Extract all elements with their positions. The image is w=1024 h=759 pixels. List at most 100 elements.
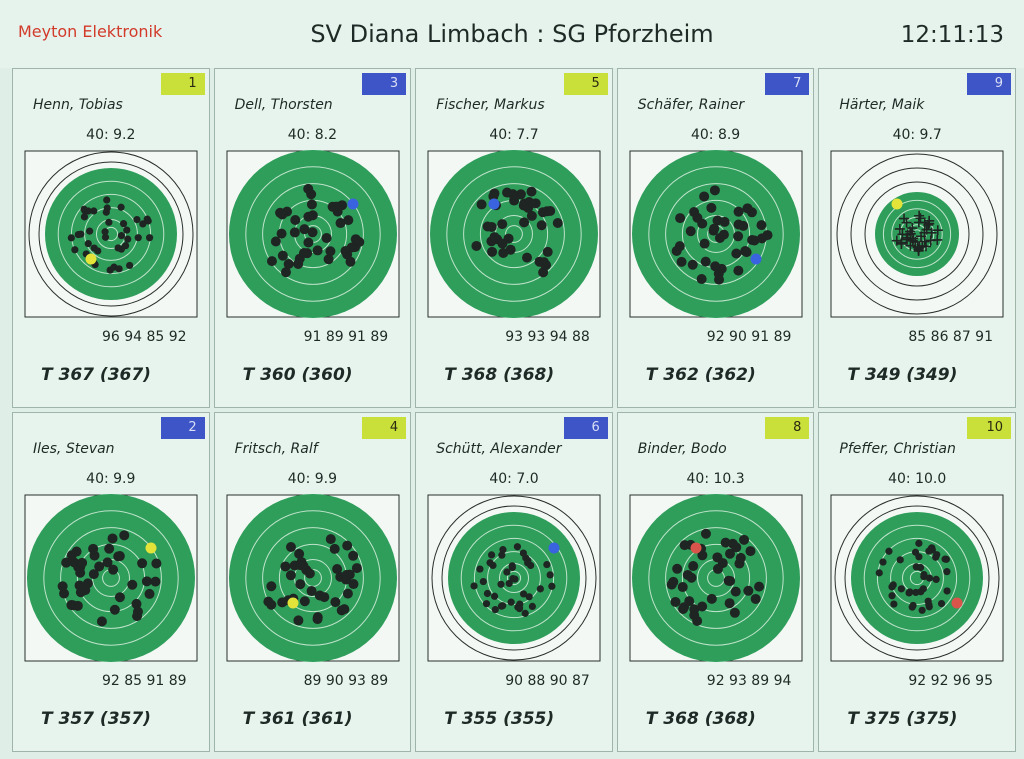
last-shot-score: 40: 9.2 bbox=[86, 127, 136, 143]
shot-mark bbox=[294, 579, 305, 590]
last-shot-score: 40: 9.7 bbox=[892, 127, 942, 143]
shot-mark bbox=[487, 246, 498, 257]
shot-mark bbox=[131, 598, 142, 609]
shot-mark bbox=[668, 576, 679, 587]
series-scores: 92 93 89 94 bbox=[706, 673, 792, 689]
shot-mark bbox=[700, 256, 711, 267]
shot-mark bbox=[503, 568, 511, 576]
outer-ring bbox=[28, 151, 194, 317]
shot-mark bbox=[509, 575, 517, 583]
last-shot-marker bbox=[548, 542, 560, 554]
header-bar: Meyton Elektronik SV Diana Limbach : SG … bbox=[0, 0, 1024, 68]
shot-mark bbox=[898, 585, 906, 593]
shot-mark bbox=[141, 576, 152, 587]
shooting-target bbox=[427, 494, 601, 662]
last-shot-marker bbox=[891, 198, 903, 210]
shot-mark bbox=[144, 588, 155, 599]
shooter-name: Fischer, Markus bbox=[436, 97, 545, 113]
shot-mark bbox=[508, 562, 517, 570]
shot-mark bbox=[733, 265, 744, 276]
shot-mark bbox=[84, 239, 92, 248]
last-shot-score: 40: 9.9 bbox=[287, 471, 338, 487]
shot-mark bbox=[59, 588, 70, 599]
shot-mark bbox=[536, 220, 547, 231]
outer-ring bbox=[834, 495, 1000, 661]
total-score: T 355 (355) bbox=[444, 709, 555, 729]
target-black-area bbox=[45, 168, 177, 300]
scoring-ring bbox=[864, 524, 971, 632]
shot-mark bbox=[476, 565, 484, 573]
shot-mark bbox=[280, 267, 291, 278]
shot-mark bbox=[888, 592, 897, 600]
shooter-name: Pfeffer, Christian bbox=[839, 441, 956, 457]
scoring-ring bbox=[60, 527, 162, 629]
last-shot-score: 40: 10.0 bbox=[888, 471, 947, 487]
shot-mark bbox=[735, 552, 746, 563]
shot-mark bbox=[499, 602, 507, 610]
shot-mark bbox=[285, 570, 296, 581]
shot-mark bbox=[61, 557, 72, 568]
shot-mark bbox=[293, 548, 304, 559]
shot-mark bbox=[920, 236, 931, 247]
shot-mark bbox=[890, 600, 898, 608]
shooting-target bbox=[629, 150, 803, 318]
scoring-ring bbox=[877, 537, 958, 619]
shot-mark bbox=[724, 598, 735, 609]
shot-mark bbox=[507, 598, 515, 606]
shot-mark bbox=[548, 582, 556, 590]
shot-mark bbox=[491, 605, 500, 614]
shot-mark bbox=[342, 215, 353, 226]
shot-mark bbox=[348, 579, 359, 590]
series-scores: 93 93 94 88 bbox=[505, 329, 590, 345]
shot-mark bbox=[528, 602, 537, 610]
shot-mark bbox=[699, 238, 710, 249]
shot-mark bbox=[103, 196, 111, 204]
last-shot-marker bbox=[85, 253, 97, 265]
shot-mark bbox=[345, 256, 356, 267]
shot-mark bbox=[905, 240, 916, 251]
shot-mark bbox=[90, 244, 98, 252]
shot-mark bbox=[542, 246, 553, 257]
shooter-name: Schäfer, Rainer bbox=[637, 97, 745, 113]
shot-mark bbox=[756, 220, 767, 231]
shot-mark bbox=[285, 541, 296, 552]
shooter-card: 4 Fritsch, Ralf 40: 9.9 89 90 93 89 T 361 (3… bbox=[213, 412, 412, 752]
shooter-name: Schütt, Alexander bbox=[436, 441, 562, 457]
shot-mark bbox=[88, 543, 99, 554]
shot-mark bbox=[277, 250, 288, 261]
shot-mark bbox=[132, 606, 143, 617]
shot-mark bbox=[516, 605, 524, 613]
shot-mark bbox=[731, 248, 742, 259]
shooter-card: 10 Pfeffer, Christian 40: 10.0 92 92 96 95 T… bbox=[818, 412, 1016, 752]
shot-mark bbox=[742, 203, 753, 214]
shot-mark bbox=[516, 189, 527, 200]
shot-mark bbox=[913, 246, 924, 257]
shot-mark bbox=[885, 547, 893, 555]
lane-number-badge: 1 bbox=[160, 73, 205, 95]
last-shot-score: 40: 7.7 bbox=[489, 127, 539, 143]
shot-mark bbox=[497, 219, 508, 230]
last-shot-marker bbox=[145, 542, 157, 554]
shot-mark bbox=[302, 211, 313, 222]
shot-mark bbox=[289, 214, 300, 225]
shot-mark bbox=[123, 226, 131, 234]
shot-mark bbox=[920, 585, 928, 593]
shot-mark bbox=[677, 582, 688, 593]
shot-mark bbox=[331, 564, 342, 575]
shot-mark bbox=[724, 575, 735, 586]
shot-mark bbox=[915, 539, 923, 547]
shot-mark bbox=[933, 225, 944, 236]
shot-mark bbox=[914, 210, 925, 221]
outer-ring bbox=[38, 161, 184, 307]
shot-mark bbox=[514, 543, 522, 551]
shot-mark bbox=[340, 245, 351, 256]
shot-mark bbox=[302, 237, 313, 248]
shot-mark bbox=[741, 247, 752, 258]
shot-mark bbox=[353, 236, 364, 247]
last-shot-score: 40: 10.3 bbox=[686, 471, 745, 487]
shot-mark bbox=[686, 572, 697, 583]
shot-mark bbox=[915, 553, 923, 561]
shot-mark bbox=[905, 589, 914, 597]
shot-mark bbox=[753, 581, 764, 592]
shot-mark bbox=[687, 259, 698, 270]
